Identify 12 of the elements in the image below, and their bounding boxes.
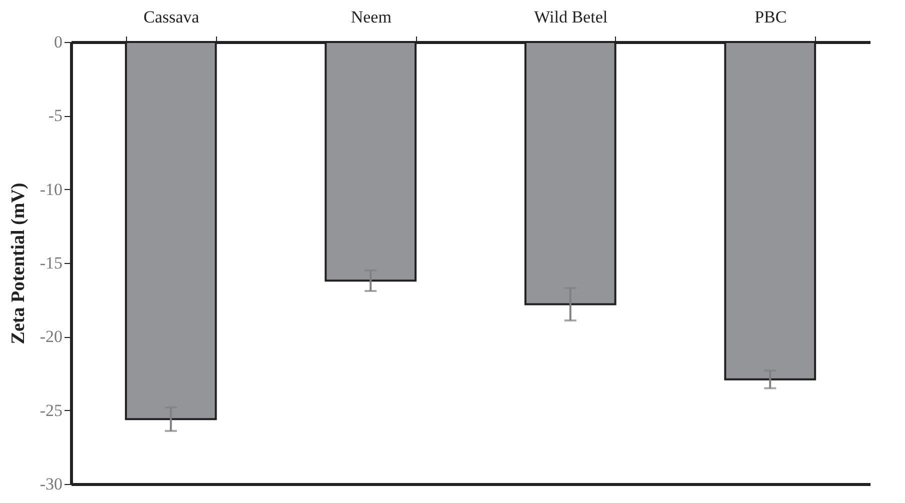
- y-tick-label: -25: [40, 400, 62, 420]
- y-tick-label: -10: [40, 180, 62, 199]
- x-tick-label: PBC: [754, 8, 787, 26]
- y-tick-label: -15: [40, 254, 62, 272]
- y-axis-title: Zeta Potential (mV): [8, 182, 29, 344]
- y-tick-label: -20: [40, 327, 62, 346]
- y-tick-label: -5: [48, 106, 62, 126]
- y-tick-label: -30: [40, 474, 62, 494]
- x-tick-label: Neem: [350, 8, 392, 26]
- x-tick-label: Wild Betel: [534, 8, 608, 26]
- x-tick-label: Cassava: [144, 8, 200, 26]
- y-tick-label: 0: [54, 32, 62, 52]
